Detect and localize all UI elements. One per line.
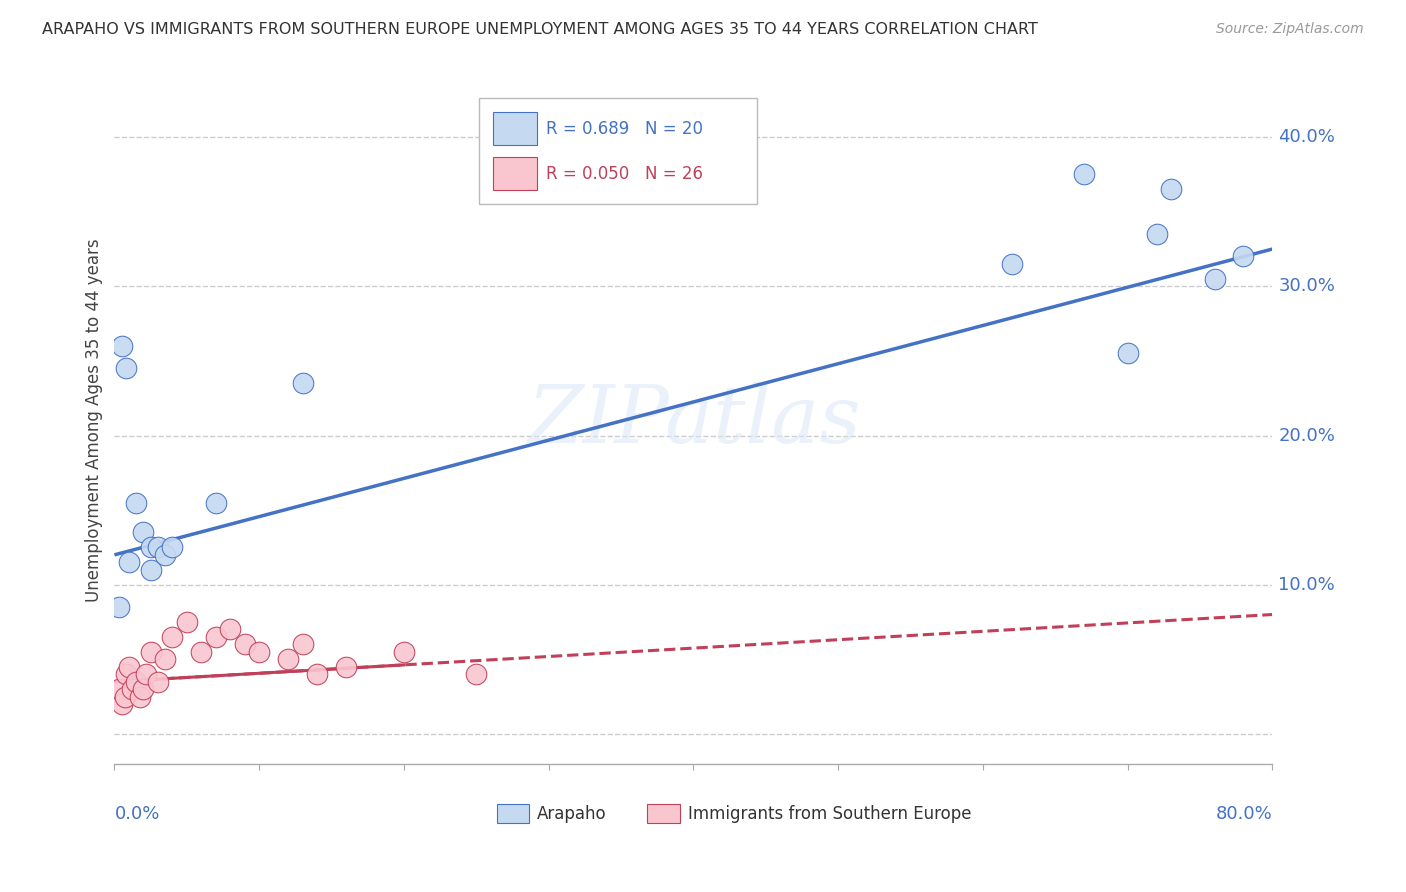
Text: ARAPAHO VS IMMIGRANTS FROM SOUTHERN EUROPE UNEMPLOYMENT AMONG AGES 35 TO 44 YEAR: ARAPAHO VS IMMIGRANTS FROM SOUTHERN EURO… [42,22,1038,37]
Point [307,667,329,681]
FancyBboxPatch shape [496,805,529,823]
Point [125,495,148,509]
Point [233,637,256,651]
Point [162,630,184,644]
Point [107,682,129,697]
Point [153,548,176,562]
Text: Immigrants from Southern Europe: Immigrants from Southern Europe [688,805,972,822]
Point [118,555,141,569]
Point [219,623,242,637]
Point [1001,257,1024,271]
Text: 0.0%: 0.0% [114,805,160,823]
Point [1204,272,1226,286]
Point [247,645,270,659]
Text: R = 0.050   N = 26: R = 0.050 N = 26 [547,164,703,183]
Text: 40.0%: 40.0% [1278,128,1336,146]
Point [153,652,176,666]
Point [204,630,226,644]
Point [146,674,169,689]
Point [111,697,134,711]
Point [139,645,162,659]
Point [115,361,138,376]
Point [277,652,299,666]
Point [1116,346,1139,360]
Point [162,541,184,555]
Point [139,563,162,577]
Text: 20.0%: 20.0% [1278,426,1336,444]
Point [139,541,162,555]
FancyBboxPatch shape [479,98,756,204]
Point [111,339,134,353]
Point [135,667,157,681]
Point [1160,182,1182,196]
Point [125,674,148,689]
Point [204,495,226,509]
Point [121,682,143,697]
Point [114,690,136,704]
Point [176,615,198,629]
Point [1073,168,1095,182]
Text: ZIPatlas: ZIPatlas [527,382,860,459]
Point [392,645,415,659]
Point [107,600,129,615]
FancyBboxPatch shape [494,112,537,145]
Point [132,525,155,540]
Point [465,667,488,681]
Text: Arapaho: Arapaho [537,805,607,822]
Point [1232,250,1254,264]
Point [335,659,357,673]
Y-axis label: Unemployment Among Ages 35 to 44 years: Unemployment Among Ages 35 to 44 years [86,239,103,602]
Text: R = 0.689   N = 20: R = 0.689 N = 20 [547,120,703,138]
FancyBboxPatch shape [647,805,679,823]
Point [132,682,155,697]
Point [190,645,212,659]
Point [115,667,138,681]
Point [129,690,152,704]
Text: 10.0%: 10.0% [1278,575,1334,594]
Text: 30.0%: 30.0% [1278,277,1336,295]
FancyBboxPatch shape [494,157,537,190]
Point [291,376,314,391]
Text: Source: ZipAtlas.com: Source: ZipAtlas.com [1216,22,1364,37]
Point [1146,227,1168,241]
Text: 80.0%: 80.0% [1216,805,1272,823]
Point [146,541,169,555]
Point [291,637,314,651]
Point [118,659,141,673]
